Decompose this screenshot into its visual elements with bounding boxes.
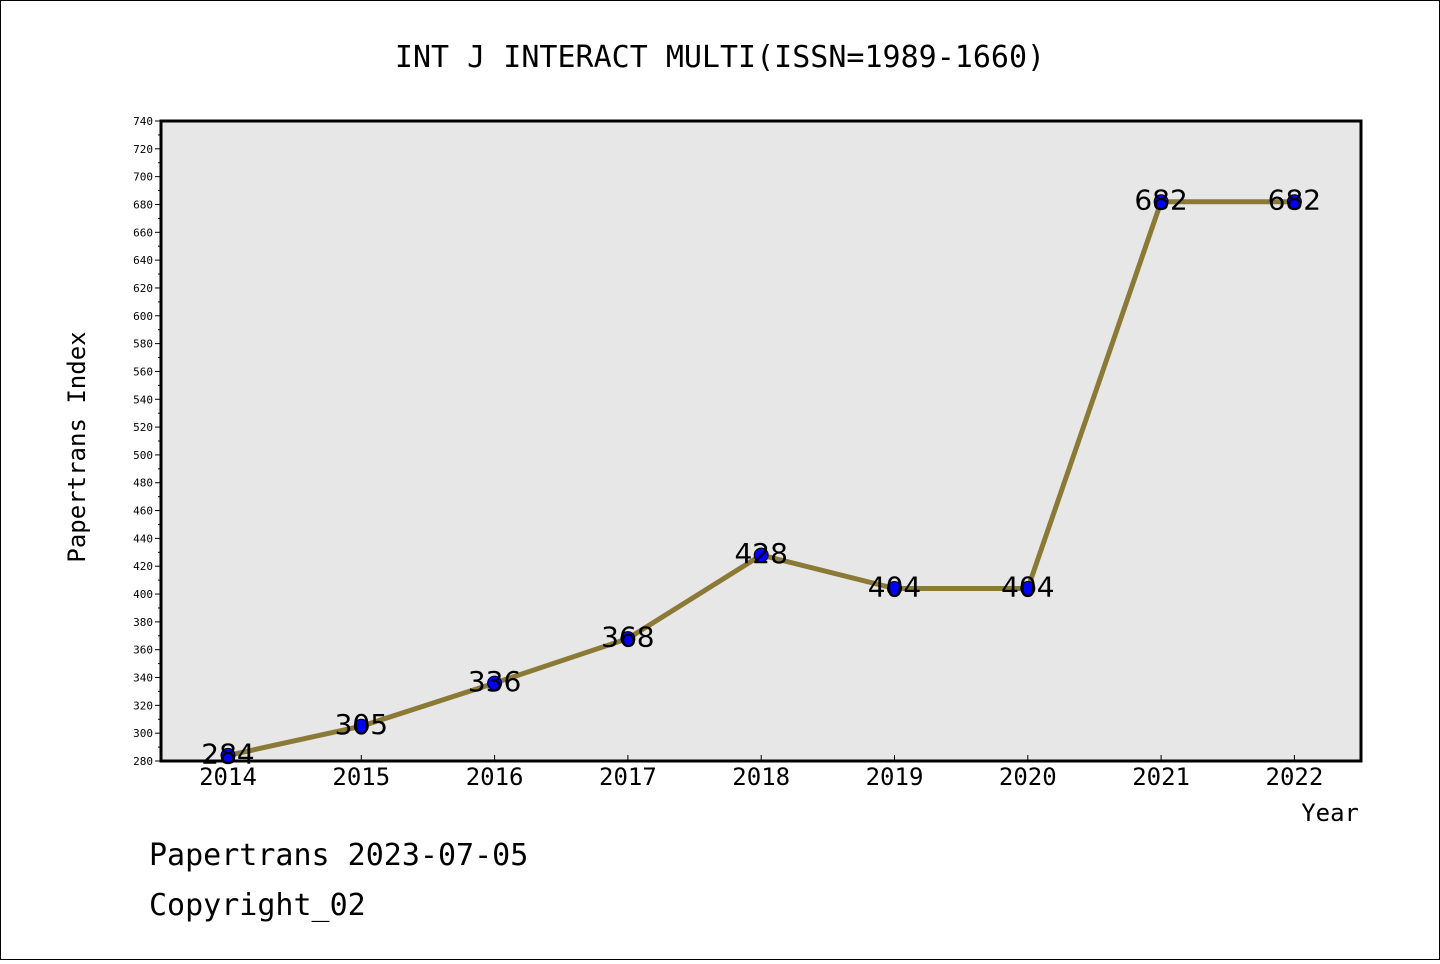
y-tick-label: 620 <box>133 282 153 295</box>
y-tick-label: 660 <box>133 226 153 239</box>
x-tick-label: 2017 <box>599 763 657 791</box>
data-label: 682 <box>1134 184 1187 217</box>
y-tick-label: 700 <box>133 171 153 184</box>
y-tick-label: 500 <box>133 449 153 462</box>
data-point <box>753 547 769 563</box>
y-tick-label: 420 <box>133 560 153 573</box>
data-point <box>1286 194 1302 210</box>
y-axis-label: Papertrans Index <box>63 331 91 562</box>
x-tick-label: 2018 <box>732 763 790 791</box>
footer-copyright: Copyright_02 <box>149 888 366 923</box>
plot-area <box>159 119 1363 763</box>
data-labels: 284 305 336 368 428 404 404 682 682 <box>201 184 1321 771</box>
y-tick-label: 300 <box>133 727 153 740</box>
data-point <box>353 718 369 734</box>
y-tick-label: 320 <box>133 699 153 712</box>
data-point <box>887 580 902 596</box>
x-tick-label: 2020 <box>999 763 1057 791</box>
footer-date: Papertrans 2023-07-05 <box>149 838 528 873</box>
y-axis: 280 300 320 340 360 380 400 420 440 460 480 500 520 5… <box>133 115 161 768</box>
y-tick-label: 600 <box>133 310 153 323</box>
data-label: 368 <box>601 621 654 654</box>
y-tick-label: 380 <box>133 616 153 629</box>
x-axis: 2014 2015 2016 2017 2018 2019 2020 2021 2022 <box>199 755 1323 791</box>
y-tick-label: 400 <box>133 588 153 601</box>
y-tick-label: 580 <box>133 338 153 351</box>
data-points <box>220 194 1302 763</box>
x-tick-label: 2014 <box>199 763 257 791</box>
x-tick-label: 2016 <box>466 763 524 791</box>
x-tick-label: 2015 <box>332 763 390 791</box>
data-label: 428 <box>734 537 787 570</box>
y-tick-label: 280 <box>133 755 153 768</box>
data-label: 404 <box>868 570 921 603</box>
x-tick-label: 2019 <box>866 763 924 791</box>
y-tick-label: 460 <box>133 505 153 518</box>
data-point <box>620 631 636 647</box>
data-point <box>487 675 503 691</box>
x-tick-label: 2022 <box>1266 763 1324 791</box>
chart-title: INT J INTERACT MULTI(ISSN=1989-1660) <box>395 40 1045 75</box>
y-tick-label: 480 <box>133 477 153 490</box>
data-point <box>1020 580 1036 596</box>
data-label: 404 <box>1001 570 1054 603</box>
data-label: 305 <box>335 708 388 741</box>
y-tick-label: 540 <box>133 393 153 406</box>
y-tick-label: 520 <box>133 421 153 434</box>
data-label: 284 <box>201 737 254 770</box>
y-tick-label: 640 <box>133 254 153 267</box>
y-tick-label: 740 <box>133 115 153 128</box>
data-point <box>1153 194 1169 210</box>
y-tick-label: 680 <box>133 198 153 211</box>
data-label: 336 <box>468 665 521 698</box>
x-tick-label: 2021 <box>1132 763 1190 791</box>
data-point <box>220 747 236 763</box>
y-tick-label: 560 <box>133 365 153 378</box>
x-axis-label: Year <box>1301 799 1359 827</box>
y-tick-label: 360 <box>133 644 153 657</box>
y-tick-label: 340 <box>133 672 153 685</box>
data-label: 682 <box>1268 184 1321 217</box>
y-tick-label: 440 <box>133 532 153 545</box>
y-tick-label: 720 <box>133 143 153 156</box>
